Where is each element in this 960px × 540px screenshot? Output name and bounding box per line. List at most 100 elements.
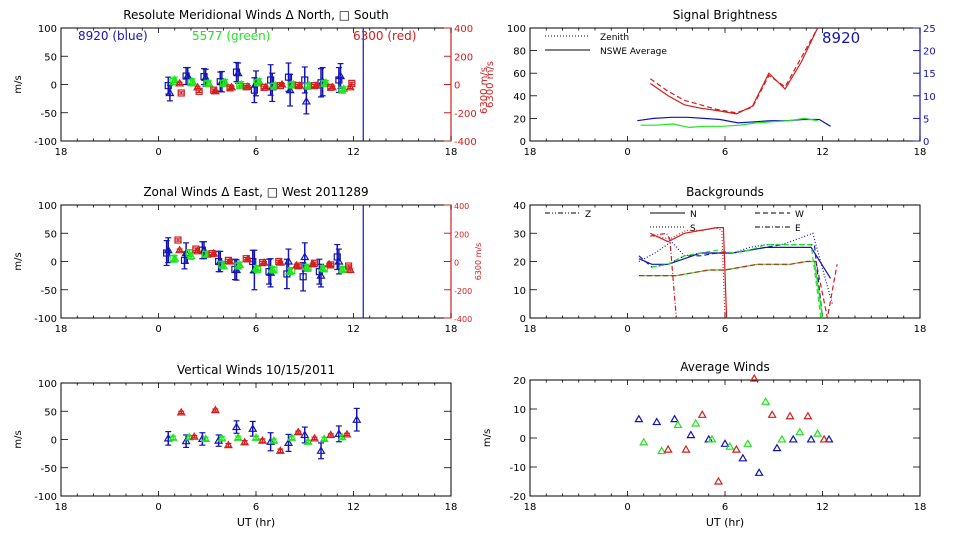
series-6300-n — [650, 227, 728, 319]
data-point-triangle — [266, 437, 276, 445]
data-point-square — [234, 262, 242, 270]
chart-title: Backgrounds — [686, 185, 764, 199]
y2-tick-label: 200 — [454, 52, 473, 63]
y-tick-label: 50 — [44, 407, 57, 418]
y-tick-label: -100 — [34, 314, 57, 325]
y2-axis-label: 6300 m/s — [474, 243, 483, 281]
series-8920-nswe — [637, 116, 831, 127]
data-point-square — [254, 79, 262, 87]
series-line — [637, 116, 831, 127]
x-tick-label: 18 — [914, 502, 927, 513]
series-6300-nswe — [649, 27, 819, 115]
data-point-square — [192, 245, 200, 253]
x-tick-label: 0 — [155, 502, 161, 513]
wavelength-label: 5577 (green) — [192, 29, 270, 43]
data-point-square — [254, 265, 262, 274]
data-point-square — [226, 84, 234, 92]
y2-tick-label: 0 — [454, 259, 459, 268]
y-axis-label: m/s — [13, 252, 24, 270]
y-tick-label: 100 — [507, 24, 526, 35]
series-8920 — [163, 407, 362, 460]
series-line — [638, 244, 824, 319]
data-point-square — [320, 79, 328, 87]
series-5577-w — [651, 244, 822, 319]
data-point-square — [163, 249, 171, 257]
y-tick-label: -50 — [41, 464, 57, 475]
chart-title: Signal Brightness — [673, 8, 778, 22]
data-point-square — [270, 266, 278, 274]
data-point-square — [210, 86, 218, 94]
y-tick-label: 0 — [520, 137, 526, 148]
x-tick-label: 0 — [624, 502, 630, 513]
data-point-triangle — [663, 444, 673, 453]
series-6300-e — [650, 232, 677, 319]
data-point-triangle — [738, 453, 748, 462]
data-point-square — [203, 79, 211, 87]
series-5577-west — [169, 249, 348, 275]
x-tick-label: 6 — [722, 502, 728, 513]
data-point-triangle — [240, 437, 250, 446]
y-tick-label: 0 — [51, 81, 57, 92]
x-axis-label: UT (hr) — [706, 516, 744, 529]
y-axis-label-6300: 6300 m/s — [479, 67, 490, 114]
x-tick-label: 18 — [445, 147, 458, 158]
data-point-triangle — [210, 405, 220, 414]
series-5577-nswe — [640, 117, 818, 129]
wavelength-annotation: 8920 — [822, 29, 860, 47]
x-tick-label: 6 — [253, 147, 259, 158]
x-tick-label: 6 — [722, 324, 728, 335]
data-point-square — [242, 83, 250, 91]
y2-tick-label: 200 — [454, 230, 469, 239]
data-point-triangle — [287, 433, 297, 441]
data-point-square — [169, 255, 177, 263]
legend-label: Z — [585, 210, 591, 220]
legend-label: E — [795, 224, 801, 234]
series-line — [640, 117, 818, 129]
series-5577-south — [169, 78, 346, 94]
series-line — [649, 27, 819, 115]
data-point-square — [327, 83, 335, 91]
data-point-square — [310, 259, 319, 267]
y-tick-label: 0 — [51, 258, 57, 269]
y2-tick-label: 5 — [923, 114, 929, 125]
data-point-triangle — [334, 429, 344, 437]
data-point-square — [242, 255, 250, 263]
chart-title: Vertical Winds 10/15/2011 — [177, 363, 335, 377]
y2-tick-label: 0 — [923, 137, 929, 148]
series-6300-zenith — [649, 27, 819, 114]
data-point-triangle — [806, 434, 816, 443]
plot-frame — [529, 379, 921, 497]
x-tick-label: 18 — [914, 324, 927, 335]
y-tick-label: 30 — [513, 229, 526, 240]
data-point-triangle — [743, 439, 753, 447]
data-point-square — [304, 264, 312, 272]
y-tick-label: 40 — [513, 92, 526, 103]
data-point-triangle — [697, 410, 707, 418]
data-point-square — [187, 79, 195, 87]
data-point-triangle — [691, 418, 701, 427]
data-point-square — [338, 86, 346, 94]
data-point-triangle — [725, 442, 735, 450]
data-point-triangle — [184, 432, 194, 441]
y2-tick-label: 400 — [454, 24, 473, 35]
y2-tick-label: -400 — [454, 137, 477, 148]
data-point-triangle — [772, 443, 782, 452]
data-point-square — [180, 256, 189, 264]
data-point-triangle — [217, 433, 227, 442]
data-point-triangle — [634, 414, 644, 423]
y-tick-label: 60 — [513, 69, 526, 80]
series-line — [651, 244, 822, 319]
data-point-square — [200, 72, 208, 81]
data-point-square — [294, 82, 302, 90]
wavelength-label: 6300 (red) — [353, 29, 416, 43]
series-5577-n — [642, 260, 824, 319]
y-tick-label: 20 — [513, 376, 526, 387]
data-point-square — [164, 82, 172, 90]
data-point-square — [219, 79, 228, 87]
data-point-triangle — [201, 434, 211, 443]
data-point-square — [177, 89, 185, 97]
data-point-triangle — [819, 434, 829, 443]
y2-tick-label: 25 — [923, 24, 936, 35]
legend-label: NSWE Average — [600, 47, 667, 57]
